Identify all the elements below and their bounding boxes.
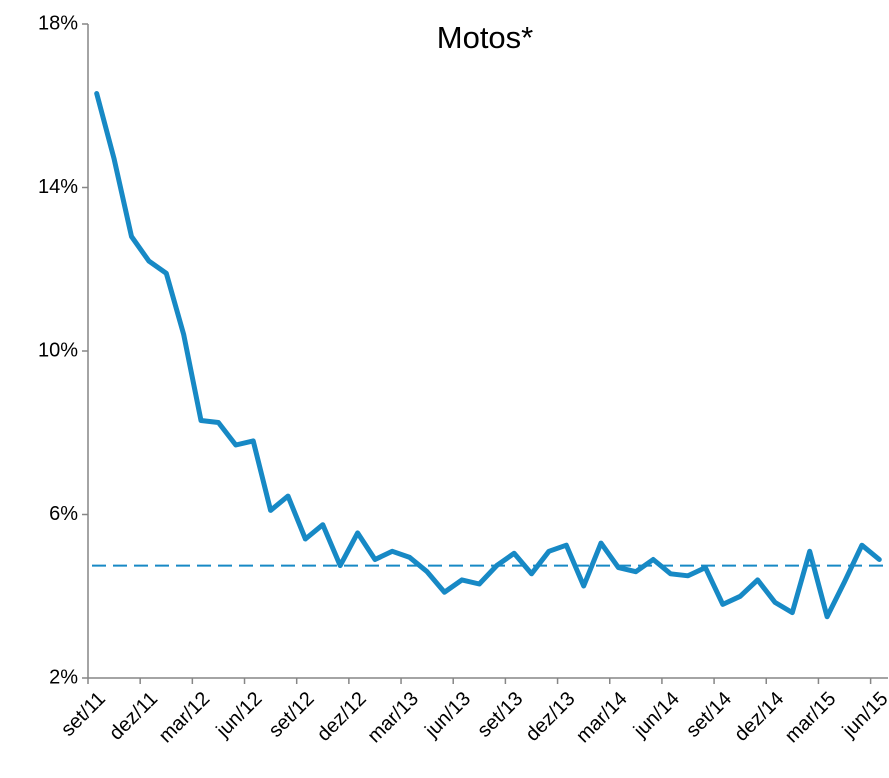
x-tick-label: jun/14 <box>629 688 684 743</box>
x-tick-label: jun/15 <box>838 688 889 743</box>
x-tick-label: mar/14 <box>572 688 632 748</box>
x-tick-label: dez/14 <box>730 688 788 746</box>
x-tick-label: jun/13 <box>420 688 475 743</box>
x-tick-label: set/13 <box>473 688 527 742</box>
x-tick-label: jun/12 <box>212 688 267 743</box>
y-tick-label: 2% <box>49 666 78 688</box>
y-tick-label: 14% <box>38 176 78 198</box>
y-tick-label: 18% <box>38 12 78 34</box>
x-tick-label: set/11 <box>57 688 110 741</box>
x-tick-label: dez/12 <box>313 688 371 746</box>
x-tick-label: set/12 <box>265 688 319 742</box>
x-tick-label: dez/13 <box>522 688 580 746</box>
x-tick-label: mar/12 <box>155 688 215 748</box>
data-line <box>94 91 882 620</box>
chart-title: Motos* <box>437 20 533 55</box>
x-tick-label: dez/11 <box>105 688 162 745</box>
y-tick-label: 6% <box>49 503 78 525</box>
x-tick-label: mar/15 <box>781 688 841 748</box>
x-tick-label: set/14 <box>682 688 736 742</box>
x-tick-label: mar/13 <box>363 688 423 748</box>
y-tick-label: 10% <box>38 339 78 361</box>
